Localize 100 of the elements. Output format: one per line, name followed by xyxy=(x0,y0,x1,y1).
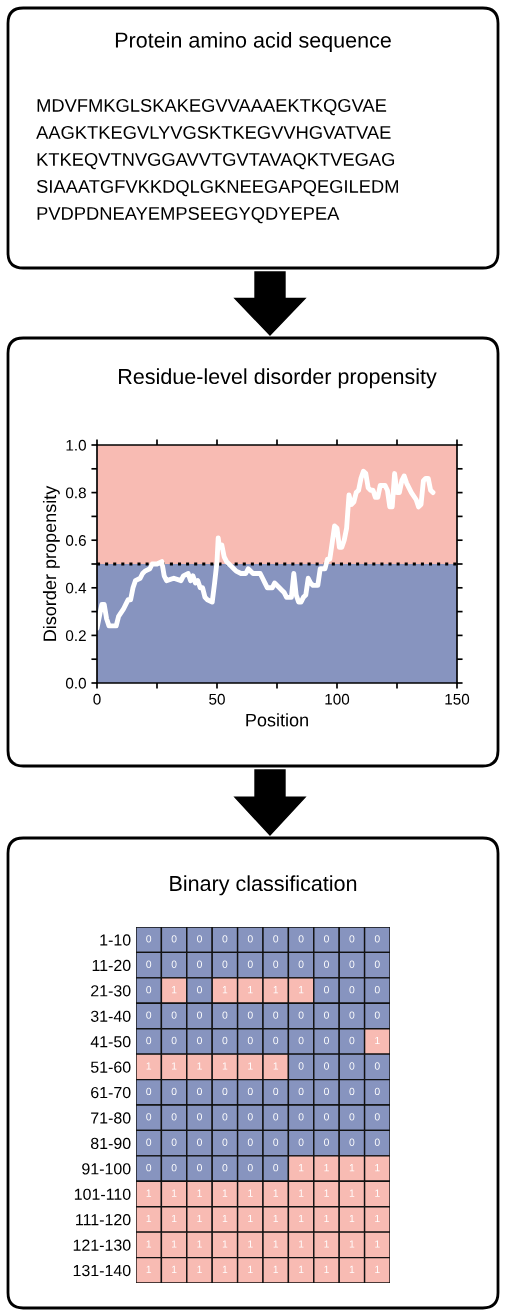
data-label: 1 xyxy=(197,1214,202,1223)
data-label: 1 xyxy=(375,1036,380,1045)
data-label: 0 xyxy=(298,1062,304,1070)
data-label: 0 xyxy=(171,1011,177,1019)
y-tick-label: 0.0 xyxy=(65,677,86,689)
data-label: 1 xyxy=(273,986,279,994)
line-series xyxy=(97,468,436,631)
data-label: 0 xyxy=(171,1163,177,1172)
data-label: 0 xyxy=(146,985,152,994)
data-label: 1 xyxy=(172,1240,177,1248)
data-label: 1 xyxy=(197,1265,202,1273)
data-label: 0 xyxy=(247,960,253,968)
data-label: 1 xyxy=(222,1214,228,1223)
data-label: 0 xyxy=(197,1087,202,1096)
data-label: 0 xyxy=(171,1087,177,1096)
data-label: 0 xyxy=(171,935,177,943)
text: SIAAATGFVKKDQLGKNEEGAPQEGILEDM xyxy=(36,179,398,197)
data-label: 0 xyxy=(324,1011,329,1019)
data-label: 1 xyxy=(375,1189,380,1197)
y-tick-label: 11-20 xyxy=(92,959,131,972)
data-label: 0 xyxy=(349,1138,355,1146)
data-label: 1 xyxy=(248,1265,253,1273)
data-label: 0 xyxy=(324,1036,329,1045)
text: MDVFMKGLSKAKEGVVAAAEKTKQGVAE xyxy=(37,98,387,116)
data-label: 1 xyxy=(222,1189,228,1197)
text: Protein amino acid sequence xyxy=(115,31,391,53)
data-label: 1 xyxy=(299,1214,304,1223)
x-tick-label: 0 xyxy=(93,693,101,705)
data-label: 0 xyxy=(298,1138,304,1146)
y-tick-label: 21-30 xyxy=(91,985,131,997)
data-label: 0 xyxy=(146,1036,152,1045)
data-label: 1 xyxy=(299,1164,304,1172)
data-label: 0 xyxy=(222,960,228,968)
data-label: 1 xyxy=(197,1189,202,1197)
y-tick-label: 0.2 xyxy=(65,630,86,642)
data-label: 0 xyxy=(374,1113,380,1121)
y-tick-label: 41-50 xyxy=(90,1036,131,1048)
data-label: 1 xyxy=(146,1062,152,1070)
x-tick-label: 50 xyxy=(209,693,225,705)
data-label: 0 xyxy=(197,1163,202,1172)
data-label: 0 xyxy=(273,1163,279,1172)
data-label: 0 xyxy=(298,1011,304,1019)
data-label: 0 xyxy=(247,1113,253,1121)
data-label: 0 xyxy=(324,935,329,943)
y-tick-label: 81-90 xyxy=(90,1137,131,1150)
data-label: 1 xyxy=(349,1189,355,1197)
data-label: 1 xyxy=(273,1062,279,1070)
data-label: 0 xyxy=(374,1087,380,1096)
data-label: 0 xyxy=(197,985,202,994)
y-tick-label: 1-10 xyxy=(100,934,131,946)
data-label: 0 xyxy=(222,1163,228,1172)
data-label: 1 xyxy=(172,1265,177,1273)
data-label: 0 xyxy=(222,935,228,943)
data-label: 1 xyxy=(197,1240,202,1248)
data-label: 0 xyxy=(247,1036,253,1045)
data-label: 1 xyxy=(299,1189,304,1197)
data-label: 0 xyxy=(349,1011,355,1019)
data-label: 1 xyxy=(349,1164,355,1172)
data-label: 1 xyxy=(273,1240,279,1248)
data-label: 1 xyxy=(324,1164,329,1172)
data-label: 0 xyxy=(374,1011,380,1019)
text: PVDPDNEAYEMPSEEGYQDYEPEA xyxy=(37,206,340,224)
x-axis-title: Position xyxy=(246,713,308,727)
y-tick-label: 71-80 xyxy=(91,1112,131,1124)
data-label: 0 xyxy=(171,1138,177,1146)
data-label: 1 xyxy=(222,1062,228,1070)
x-tick-label: 100 xyxy=(325,693,350,705)
data-label: 0 xyxy=(298,935,304,943)
data-label: 0 xyxy=(197,960,202,968)
data-label: 0 xyxy=(349,1036,355,1045)
data-label: 1 xyxy=(172,1189,177,1197)
data-label: 1 xyxy=(375,1164,380,1172)
data-label: 1 xyxy=(146,1189,152,1197)
data-label: 0 xyxy=(197,1036,202,1045)
data-label: 1 xyxy=(324,1240,329,1248)
data-label: 0 xyxy=(171,1036,177,1045)
y-tick-label: 51-60 xyxy=(90,1061,131,1073)
data-label: 1 xyxy=(172,1214,177,1223)
data-label: 0 xyxy=(197,935,202,943)
data-label: 0 xyxy=(349,935,355,943)
data-label: 1 xyxy=(146,1214,152,1223)
data-label: 0 xyxy=(247,1087,253,1096)
text: AAGKTKEGVLYVGSKTKEGVVHGVATVAE xyxy=(36,125,391,139)
data-label: 0 xyxy=(324,1113,329,1121)
data-label: 1 xyxy=(248,986,253,994)
data-label: 0 xyxy=(222,1011,228,1019)
y-tick-label: 0.6 xyxy=(65,535,86,546)
data-label: 0 xyxy=(374,935,380,943)
data-label: 0 xyxy=(273,1087,279,1096)
data-label: 0 xyxy=(324,1138,329,1146)
data-label: 0 xyxy=(273,960,279,968)
data-label: 0 xyxy=(374,1138,380,1146)
data-label: 0 xyxy=(247,1138,253,1146)
data-label: 0 xyxy=(146,1011,152,1019)
data-label: 0 xyxy=(247,935,253,943)
data-label: 0 xyxy=(298,1113,304,1121)
chart-title: Residue-level disorder propensity xyxy=(119,368,437,389)
data-label: 1 xyxy=(349,1214,355,1223)
data-label: 0 xyxy=(197,1011,202,1019)
data-label: 0 xyxy=(324,960,329,968)
